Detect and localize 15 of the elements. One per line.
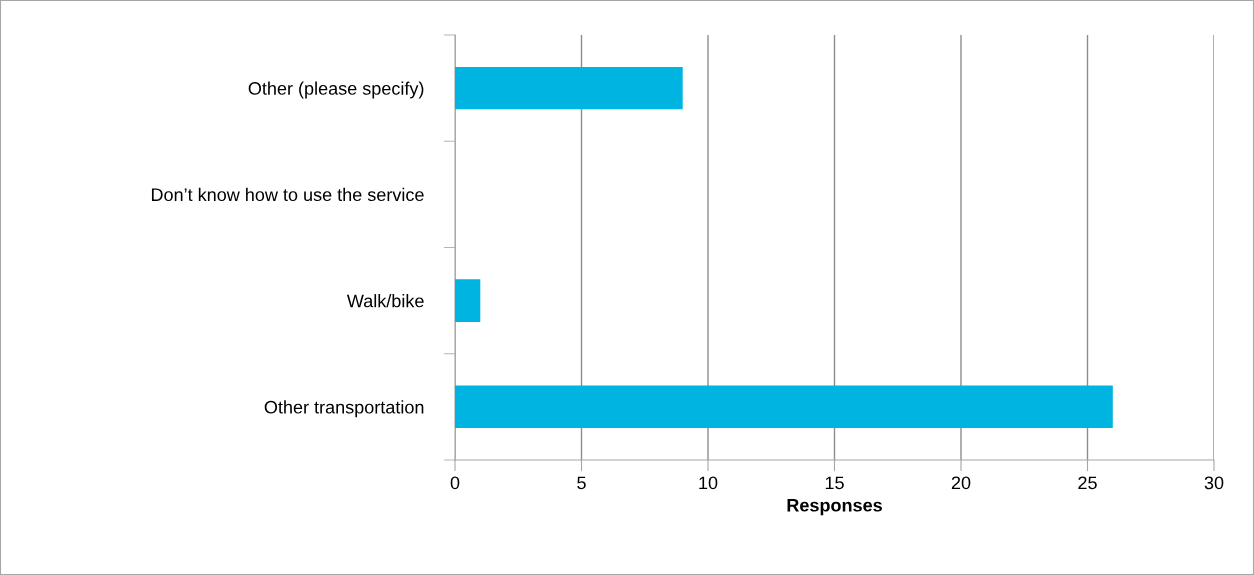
x-tick-label: 30 <box>1204 476 1224 490</box>
x-axis-title: Responses <box>787 499 882 516</box>
bar <box>455 279 481 322</box>
x-tick-label: 0 <box>450 476 460 490</box>
y-tick-label: Other (please specify) <box>248 81 424 99</box>
x-tick-label: 10 <box>699 476 718 490</box>
bar <box>455 385 1113 429</box>
y-tick-label: Walk/bike <box>346 294 424 308</box>
x-tick-label: 5 <box>577 476 586 490</box>
x-tick-label: 25 <box>1078 476 1097 490</box>
bar <box>455 66 683 110</box>
y-tick-label: Don’t know how to use the service <box>151 187 424 202</box>
y-tick-label: Other transportation <box>264 400 424 418</box>
x-tick-label: 15 <box>825 476 844 490</box>
x-tick-label: 20 <box>951 476 971 490</box>
